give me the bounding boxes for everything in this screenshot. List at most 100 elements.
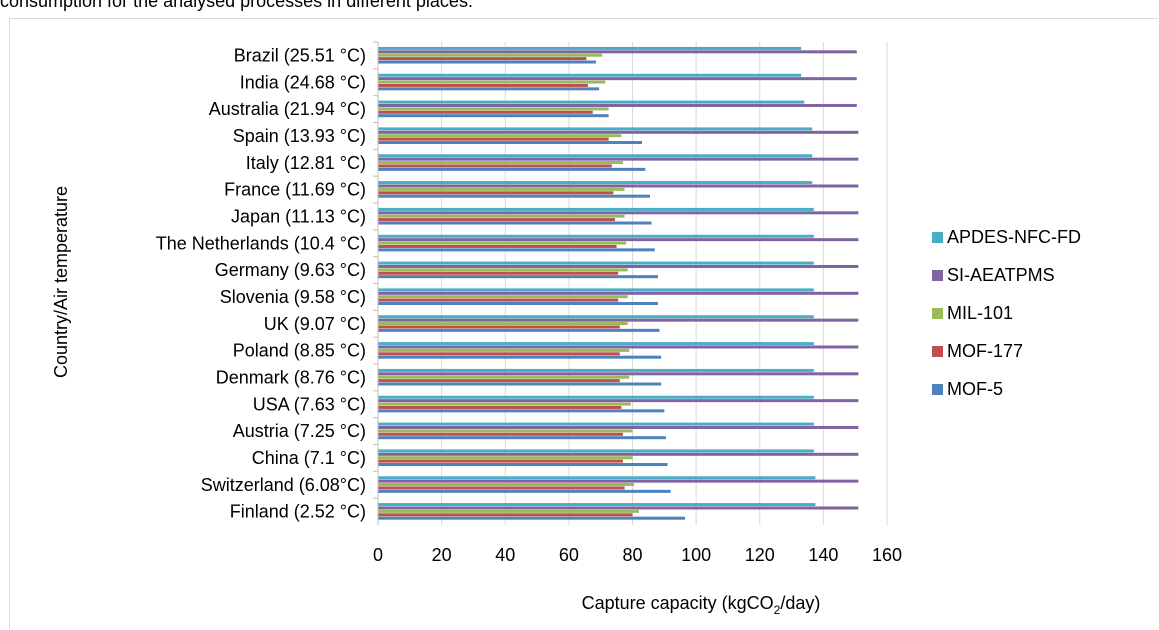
legend-swatch-apdes-nfc-fd bbox=[932, 232, 943, 243]
bar-mil-101 bbox=[378, 161, 623, 165]
bar-mil-101 bbox=[378, 214, 625, 218]
x-tick-label: 160 bbox=[872, 545, 902, 565]
bar-mof-5 bbox=[378, 409, 665, 413]
bar-mof-177 bbox=[378, 405, 622, 409]
bar-mil-101 bbox=[378, 187, 625, 191]
bar-apdes-nfc-fd bbox=[378, 342, 814, 346]
bar-mof-5 bbox=[378, 302, 658, 306]
chart-frame bbox=[9, 18, 1158, 629]
bar-si-aeatpms bbox=[378, 50, 857, 54]
legend-label: MIL-101 bbox=[947, 303, 1013, 323]
bar-si-aeatpms bbox=[378, 238, 859, 242]
category-label: USA (7.63 °C) bbox=[253, 394, 366, 414]
bar-mil-101 bbox=[378, 134, 622, 138]
bar-group bbox=[378, 73, 857, 91]
bar-groups bbox=[378, 46, 859, 520]
bar-mil-101 bbox=[378, 107, 609, 111]
x-tick-label: 140 bbox=[808, 545, 838, 565]
bar-si-aeatpms bbox=[378, 184, 859, 188]
bar-group bbox=[378, 449, 859, 467]
legend-swatch-si-aeatpms bbox=[932, 270, 943, 281]
bar-mof-177 bbox=[378, 432, 623, 436]
bar-group bbox=[378, 234, 859, 252]
bar-apdes-nfc-fd bbox=[378, 422, 814, 426]
bar-mof-177 bbox=[378, 459, 623, 463]
bar-mof-5 bbox=[378, 463, 668, 467]
bar-mil-101 bbox=[378, 53, 603, 57]
bar-si-aeatpms bbox=[378, 372, 859, 376]
bar-mof-177 bbox=[378, 191, 614, 195]
bar-si-aeatpms bbox=[378, 399, 859, 403]
bar-mof-177 bbox=[378, 325, 620, 329]
bar-si-aeatpms bbox=[378, 77, 857, 81]
bar-mil-101 bbox=[378, 429, 633, 433]
legend-label: MOF-5 bbox=[947, 379, 1003, 399]
bar-mil-101 bbox=[378, 348, 630, 352]
category-label: Switzerland (6.08°C) bbox=[201, 475, 366, 495]
bar-mof-5 bbox=[378, 328, 660, 332]
bar-mof-177 bbox=[378, 110, 593, 114]
bar-group bbox=[378, 207, 859, 225]
bar-group bbox=[378, 422, 859, 440]
bar-mof-5 bbox=[378, 167, 646, 171]
bar-group bbox=[378, 46, 857, 64]
bar-si-aeatpms bbox=[378, 318, 859, 322]
bar-si-aeatpms bbox=[378, 291, 859, 295]
bar-group bbox=[378, 100, 857, 118]
bar-apdes-nfc-fd bbox=[378, 368, 814, 372]
category-label: Spain (13.93 °C) bbox=[233, 126, 366, 146]
bar-mof-5 bbox=[378, 516, 685, 520]
bar-mil-101 bbox=[378, 241, 627, 245]
bar-mil-101 bbox=[378, 456, 633, 460]
bar-mil-101 bbox=[378, 268, 628, 272]
bar-apdes-nfc-fd bbox=[378, 46, 802, 50]
x-axis: 0 20 40 60 80 100 120 140 160 bbox=[373, 545, 902, 565]
bar-apdes-nfc-fd bbox=[378, 73, 802, 77]
bar-mof-5 bbox=[378, 436, 666, 440]
bar-apdes-nfc-fd bbox=[378, 234, 814, 238]
bar-mof-5 bbox=[378, 275, 658, 279]
bar-si-aeatpms bbox=[378, 425, 859, 429]
category-label: UK (9.07 °C) bbox=[264, 314, 366, 334]
category-label: Austria (7.25 °C) bbox=[233, 421, 366, 441]
bar-si-aeatpms bbox=[378, 264, 859, 268]
legend-swatch-mof-5 bbox=[932, 384, 943, 395]
bar-mof-5 bbox=[378, 489, 671, 493]
bar-mil-101 bbox=[378, 295, 628, 299]
bar-group bbox=[378, 503, 859, 520]
category-label: The Netherlands (10.4 °C) bbox=[156, 233, 366, 253]
x-tick-label: 100 bbox=[681, 545, 711, 565]
category-label: Italy (12.81 °C) bbox=[246, 153, 366, 173]
category-label: Brazil (25.51 °C) bbox=[234, 45, 366, 65]
bar-mil-101 bbox=[378, 483, 635, 487]
bar-group bbox=[378, 127, 859, 145]
bar-group bbox=[378, 154, 859, 171]
bar-group bbox=[378, 476, 859, 493]
category-label: Slovenia (9.58 °C) bbox=[220, 287, 366, 307]
bar-mof-5 bbox=[378, 221, 652, 225]
bar-si-aeatpms bbox=[378, 452, 859, 456]
bar-mof-177 bbox=[378, 137, 609, 141]
x-tick-label: 20 bbox=[432, 545, 452, 565]
category-label: Poland (8.85 °C) bbox=[233, 341, 366, 361]
bar-apdes-nfc-fd bbox=[378, 207, 814, 211]
bar-mof-177 bbox=[378, 513, 633, 517]
category-label: France (11.69 °C) bbox=[224, 180, 366, 200]
bar-mof-5 bbox=[378, 355, 662, 359]
bar-mof-5 bbox=[378, 60, 596, 64]
bar-si-aeatpms bbox=[378, 130, 859, 134]
bar-si-aeatpms bbox=[378, 479, 859, 483]
bar-group bbox=[378, 368, 859, 386]
bar-mof-177 bbox=[378, 379, 620, 383]
category-label: Denmark (8.76 °C) bbox=[216, 367, 366, 387]
category-label: Japan (11.13 °C) bbox=[231, 206, 366, 226]
bar-mof-5 bbox=[378, 248, 655, 252]
bar-mil-101 bbox=[378, 402, 631, 406]
legend-swatch-mof-177 bbox=[932, 346, 943, 357]
bar-apdes-nfc-fd bbox=[378, 315, 814, 319]
x-tick-label: 120 bbox=[745, 545, 775, 565]
category-label: Finland (2.52 °C) bbox=[230, 502, 366, 522]
bar-mof-177 bbox=[378, 83, 588, 87]
category-label: Australia (21.94 °C) bbox=[209, 99, 366, 119]
